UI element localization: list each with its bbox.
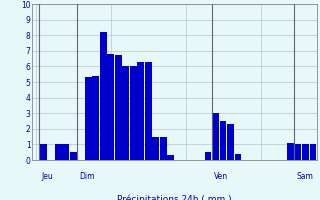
- Text: Précipitations 24h ( mm ): Précipitations 24h ( mm ): [117, 194, 232, 200]
- Bar: [115, 55, 122, 160]
- Bar: [62, 144, 69, 160]
- Bar: [295, 144, 301, 160]
- Bar: [205, 152, 212, 160]
- Bar: [220, 121, 227, 160]
- Bar: [227, 124, 234, 160]
- Bar: [130, 66, 137, 160]
- Bar: [310, 144, 316, 160]
- Bar: [70, 152, 76, 160]
- Text: Jeu: Jeu: [42, 172, 53, 181]
- Text: Dim: Dim: [79, 172, 95, 181]
- Bar: [137, 62, 144, 160]
- Bar: [92, 76, 99, 160]
- Bar: [55, 144, 62, 160]
- Bar: [152, 137, 159, 160]
- Bar: [160, 137, 166, 160]
- Bar: [212, 113, 219, 160]
- Bar: [122, 66, 129, 160]
- Bar: [40, 144, 47, 160]
- Text: Ven: Ven: [214, 172, 228, 181]
- Bar: [302, 144, 309, 160]
- Text: Sam: Sam: [297, 172, 313, 181]
- Bar: [145, 62, 152, 160]
- Bar: [287, 143, 294, 160]
- Bar: [100, 32, 107, 160]
- Bar: [235, 154, 242, 160]
- Bar: [167, 155, 174, 160]
- Bar: [85, 77, 92, 160]
- Bar: [107, 54, 114, 160]
